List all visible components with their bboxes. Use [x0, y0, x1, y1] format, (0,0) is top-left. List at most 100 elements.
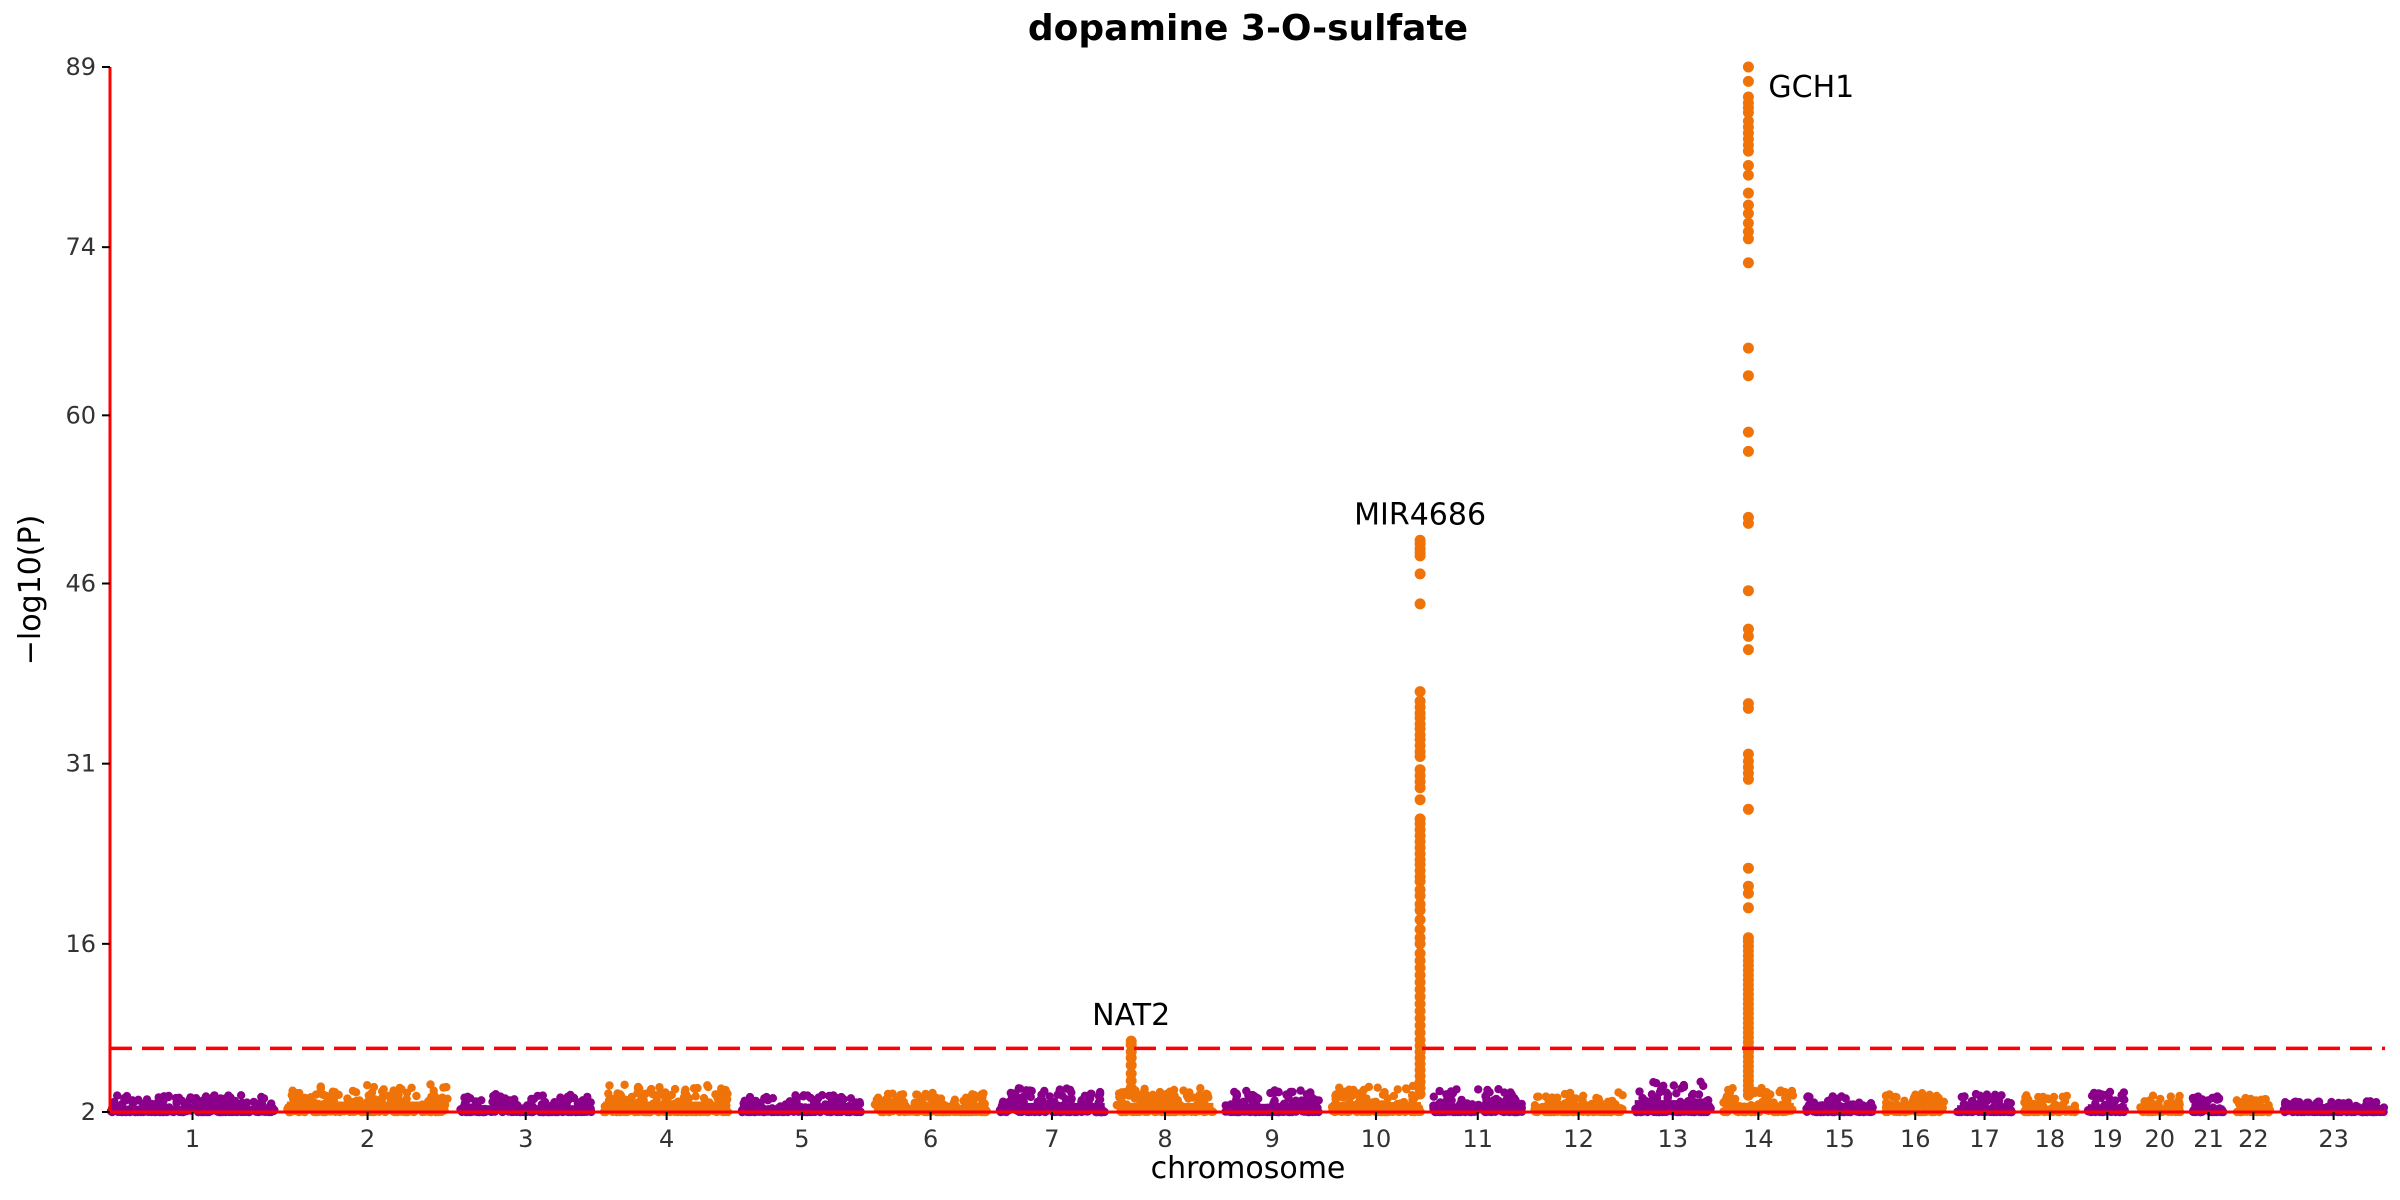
snp-point [1833, 1095, 1842, 1104]
y-tick-label: 31 [65, 750, 96, 778]
peak-snp-point [1414, 686, 1426, 698]
x-tick-label: 20 [2144, 1125, 2175, 1153]
snp-point [389, 1086, 398, 1095]
snp-point [1775, 1087, 1784, 1097]
peak-snp-point [1742, 257, 1754, 269]
x-tick-label: 18 [2035, 1125, 2066, 1153]
x-tick-label: 10 [1361, 1125, 1392, 1153]
peak-snp-point [1742, 233, 1754, 245]
snp-point [913, 1090, 922, 1100]
snp-point [824, 1091, 834, 1101]
x-tick-label: 9 [1265, 1125, 1280, 1153]
snp-point [898, 1090, 908, 1099]
x-tick-label: 21 [2193, 1125, 2224, 1153]
snp-point [2241, 1093, 2250, 1103]
snp-density-band [1885, 1104, 1946, 1112]
x-tick-label: 4 [659, 1125, 674, 1153]
snp-point [377, 1094, 387, 1104]
peak-snp-point [1742, 342, 1754, 354]
x-tick-label: 6 [923, 1125, 938, 1153]
x-tick-label: 3 [518, 1125, 533, 1153]
snp-point [159, 1092, 169, 1101]
peak-snp-point [1414, 550, 1426, 562]
snp-point [2111, 1096, 2120, 1105]
x-tick-label: 17 [1969, 1125, 2000, 1153]
snp-point [493, 1096, 503, 1105]
snp-point [691, 1092, 700, 1101]
snp-point [1659, 1081, 1668, 1091]
snp-point [2260, 1095, 2269, 1104]
snp-point [1663, 1093, 1673, 1102]
peak-snp-point [1742, 187, 1754, 199]
peak-snp-point [1742, 773, 1754, 785]
gene-label: GCH1 [1768, 70, 1854, 105]
peak-snp-point [1742, 370, 1754, 382]
snp-point [122, 1091, 132, 1101]
snp-point [2044, 1095, 2053, 1104]
snp-point [1055, 1085, 1065, 1094]
peak-snp-point [1414, 782, 1426, 794]
snp-point [1781, 1093, 1790, 1102]
snp-point [1296, 1086, 1305, 1095]
snp-point [604, 1089, 613, 1098]
snp-point [237, 1098, 247, 1108]
snp-point [1359, 1085, 1369, 1095]
peak-snp-point [1742, 160, 1754, 171]
snp-point [1533, 1092, 1542, 1102]
x-tick-label: 8 [1157, 1125, 1172, 1153]
y-tick-label: 46 [65, 569, 96, 597]
snp-point [1731, 1094, 1740, 1104]
snp-point [2251, 1096, 2261, 1105]
snp-point [641, 1089, 650, 1099]
x-tick-label: 14 [1743, 1125, 1774, 1153]
chart-title: dopamine 3-O-sulfate [1028, 8, 1468, 49]
snp-point [1288, 1087, 1297, 1097]
snp-point [2062, 1091, 2071, 1101]
snp-point [1694, 1090, 1704, 1099]
snp-point [818, 1091, 827, 1100]
peak-snp-point [1742, 887, 1754, 899]
snp-point [287, 1091, 296, 1100]
snp-density-band [1433, 1103, 1523, 1112]
x-tick-label: 11 [1462, 1125, 1493, 1153]
snp-point [1095, 1087, 1105, 1097]
snp-point [463, 1092, 472, 1102]
peak-snp-point [1414, 938, 1426, 950]
snp-point [191, 1094, 201, 1103]
snp-point [334, 1090, 343, 1100]
peak-snp-point [1414, 1088, 1426, 1100]
snp-point [1067, 1094, 1076, 1104]
x-tick-label: 5 [794, 1125, 809, 1153]
peak-snp-point [1742, 75, 1754, 87]
x-tick-label: 13 [1657, 1125, 1688, 1153]
peak-snp-point [1742, 61, 1754, 73]
snp-density-band [2282, 1107, 2385, 1112]
snp-density-band [1225, 1103, 1319, 1112]
peak-snp-point [1742, 445, 1754, 457]
x-axis-ticks: 1 2 3 4 5 6 7 8 9 10 11 12 13 14 15 16 17 18 19 20 21 22 23 [185, 1112, 2349, 1153]
snp-point [647, 1084, 656, 1094]
snp-point [221, 1094, 230, 1103]
snp-point [129, 1098, 138, 1107]
snp-point [1344, 1085, 1354, 1094]
snp-density-band [287, 1101, 449, 1112]
snp-point [1402, 1085, 1411, 1094]
peak-snp-point [1414, 751, 1426, 762]
snp-point [1474, 1085, 1483, 1094]
snp-point [1270, 1096, 1279, 1105]
snp-point [1669, 1081, 1679, 1090]
snp-point [851, 1098, 861, 1107]
snp-point [1809, 1098, 1819, 1107]
snp-point [1805, 1092, 1814, 1102]
snp-point [978, 1093, 987, 1102]
snp-point [321, 1091, 330, 1101]
y-tick-label: 74 [65, 233, 96, 261]
snp-point [620, 1080, 629, 1090]
snp-point [316, 1084, 325, 1093]
snp-density-band [2024, 1105, 2076, 1112]
snp-point [527, 1094, 536, 1104]
snp-point [1548, 1096, 1557, 1105]
snp-density-band [2087, 1104, 2127, 1112]
